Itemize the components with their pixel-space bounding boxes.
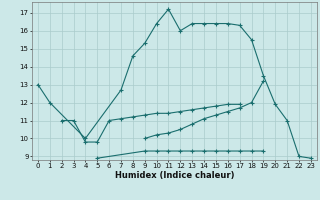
X-axis label: Humidex (Indice chaleur): Humidex (Indice chaleur) (115, 171, 234, 180)
